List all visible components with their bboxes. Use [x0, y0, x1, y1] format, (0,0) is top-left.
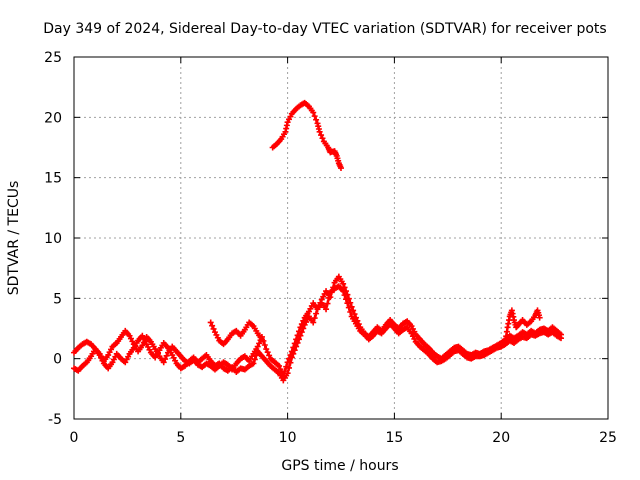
data-point [298, 329, 305, 336]
x-tick-label: 20 [492, 430, 510, 446]
series-line-sdtvar-main [73, 275, 562, 377]
grid-lines [74, 57, 608, 419]
data-point [276, 362, 283, 369]
y-tick-label: -5 [48, 412, 62, 428]
y-tick-label: 20 [44, 110, 62, 126]
data-point [323, 306, 330, 313]
data-point [311, 315, 318, 322]
data-point [293, 343, 300, 350]
data-point [318, 132, 325, 139]
data-point [291, 347, 298, 354]
y-axis-label: SDTVAR / TECUs [6, 181, 22, 296]
series-sdtvar-spikes-20h [502, 307, 543, 344]
data-point [345, 304, 352, 311]
data-point [297, 332, 304, 339]
data-point [163, 352, 170, 359]
series-sdtvar-main [71, 273, 565, 379]
data-point [258, 336, 265, 343]
data-point [294, 339, 301, 346]
data-point [286, 364, 293, 371]
data-point [316, 128, 323, 135]
x-tick-label: 0 [70, 430, 79, 446]
data-point [210, 325, 217, 332]
data-point [313, 116, 320, 123]
data-point [284, 370, 291, 377]
x-axis-label: GPS time / hours [281, 458, 398, 474]
data-point [319, 135, 326, 142]
data-point [340, 288, 347, 295]
data-point [558, 335, 565, 342]
y-tick-label: 0 [53, 352, 62, 368]
data-point [264, 349, 271, 356]
data-point [250, 360, 257, 367]
data-point [251, 356, 258, 363]
data-point [160, 359, 167, 366]
series-sdtvar-arc-6h [207, 319, 265, 348]
data-point [342, 296, 349, 303]
data-point [325, 294, 332, 301]
data-point [536, 314, 543, 321]
y-tick-label: 15 [44, 171, 62, 187]
data-marks [71, 99, 565, 384]
data-point [288, 354, 295, 361]
data-point [263, 346, 270, 353]
chart-title: Day 349 of 2024, Sidereal Day-to-day VTE… [43, 21, 606, 37]
data-point [324, 300, 331, 307]
x-tick-label: 10 [279, 430, 297, 446]
x-tick-label: 5 [176, 430, 185, 446]
data-point [261, 341, 268, 348]
data-point [338, 165, 344, 172]
data-point [287, 359, 294, 366]
data-point [347, 309, 354, 316]
series-sdtvar-secondary [71, 283, 565, 384]
x-tick-label: 25 [599, 430, 617, 446]
data-point [256, 340, 263, 347]
data-point [313, 310, 320, 317]
data-point [290, 350, 297, 357]
data-point [300, 325, 307, 332]
y-tick-label: 25 [44, 50, 62, 66]
data-point [266, 352, 273, 359]
data-point [341, 292, 348, 299]
data-point [311, 113, 318, 120]
series-line-sdtvar-secondary [73, 285, 562, 382]
data-point [277, 366, 284, 373]
x-tick-label: 15 [385, 430, 403, 446]
data-point [209, 322, 216, 329]
data-point [344, 300, 351, 307]
data-point [340, 280, 347, 287]
data-point [295, 336, 302, 343]
data-point [310, 319, 317, 326]
data-point [310, 109, 317, 116]
y-tick-label: 10 [44, 231, 62, 247]
data-point [162, 356, 169, 363]
axis-ticks: 0 5 10 15 20 25 -5 0 5 10 15 20 25 [44, 50, 617, 446]
series-sdtvar-upper-arc [269, 99, 344, 172]
y-tick-label: 5 [53, 291, 62, 307]
data-point [207, 319, 214, 326]
